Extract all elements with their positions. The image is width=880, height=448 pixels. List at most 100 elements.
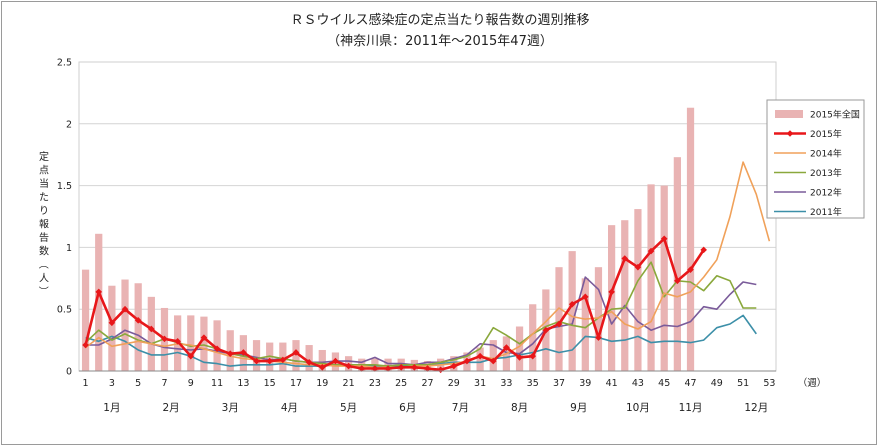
month-label: 10月 (626, 402, 650, 414)
x-tick-label: 49 (711, 378, 723, 389)
plot-border (78, 61, 777, 372)
bar-2015-national (634, 209, 642, 371)
x-tick-label: 43 (632, 378, 644, 389)
y-axis-label-char: 定 (39, 150, 49, 163)
legend-label: 2014年 (810, 148, 842, 160)
x-tick-label: 19 (316, 378, 328, 389)
bar-2015-national (515, 326, 524, 371)
series-point-s2015 (463, 357, 471, 365)
bar-2015-national (647, 184, 655, 371)
series-point-s2015 (358, 365, 366, 372)
legend-label: 2015年全国 (810, 109, 860, 121)
series-point-s2015 (121, 305, 129, 313)
x-tick-label: 3 (109, 378, 115, 389)
x-tick-label: 47 (684, 378, 696, 389)
series-point-s2015 (568, 300, 576, 308)
series-point-s2015 (634, 263, 642, 271)
y-tick-label: 1 (66, 243, 72, 254)
legend-marker-s2015 (786, 130, 794, 137)
series-point-s2015 (371, 365, 379, 372)
series-point-s2015 (595, 334, 602, 341)
series-point-s2015 (240, 349, 247, 356)
bar-2015-national (81, 269, 90, 371)
bar-2015-national (200, 316, 208, 371)
x-axis-unit: （週） (798, 377, 827, 389)
series-point-s2015 (200, 334, 208, 341)
x-tick-label: 11 (211, 378, 223, 389)
y-axis-label-char: り (39, 205, 49, 217)
legend-label: 2011年 (810, 206, 842, 218)
x-tick-label: 17 (290, 378, 302, 389)
series-point-s2015 (174, 338, 181, 345)
legend-label: 2015年 (810, 128, 842, 140)
y-axis-label: 定点当たり報告数（ 人） (37, 150, 49, 296)
series-point-s2015 (687, 266, 694, 273)
series-line-s2011 (85, 314, 757, 367)
series-point-s2015 (489, 357, 497, 365)
series-point-s2015 (108, 319, 116, 327)
bar-2015-national (607, 225, 616, 371)
x-tick-label: 5 (135, 378, 141, 389)
series-point-s2015 (134, 317, 142, 324)
y-tick-label: 2 (66, 119, 72, 130)
x-tick-label: 51 (737, 378, 749, 389)
legend: 2015年全国 2015年 2014年 2013年 2012年 2011年 (766, 99, 865, 219)
month-label: 4月 (281, 402, 298, 414)
x-tick-label: 23 (369, 378, 381, 389)
bar-2015-national (95, 233, 103, 371)
x-tick-label: 39 (579, 378, 591, 389)
y-tick-label: 2.5 (57, 58, 72, 69)
series-point-s2015 (332, 357, 339, 365)
month-label: 9月 (570, 402, 587, 414)
x-tick-label: 33 (500, 378, 512, 389)
series-point-s2015 (582, 293, 589, 301)
series-point-s2015 (608, 288, 615, 296)
legend-box (766, 99, 865, 219)
plot-area: 00.511.522.51 3 5 7 9 11 13 15 17 19 21 23 25 27 29 31 3… (57, 58, 826, 415)
bar-2015-national (252, 340, 261, 371)
series-point-s2015 (700, 246, 707, 254)
series-point-s2015 (503, 344, 510, 351)
y-axis-label-char: 報 (39, 219, 49, 231)
x-tick-label: 29 (448, 378, 460, 389)
month-label: 1月 (103, 402, 120, 414)
series-point-s2015 (621, 255, 629, 262)
bar-2015-national (318, 349, 326, 371)
chart-title: ＲＳウイルス感染症の定点当たり報告数の週別推移 (290, 12, 589, 28)
x-tick-label: 13 (237, 378, 249, 389)
series-point-s2015 (647, 247, 655, 255)
y-axis-label-char: 点 (39, 165, 49, 177)
series-point-s2015 (660, 235, 668, 243)
series-point-s2015 (529, 352, 537, 360)
month-label: 5月 (340, 402, 357, 414)
x-tick-label: 1 (83, 378, 89, 389)
x-tick-label: 27 (421, 378, 433, 389)
series-point-s2015 (148, 325, 155, 333)
bar-2015-national (673, 157, 681, 371)
bar-2015-national (660, 185, 668, 371)
series-point-s2015 (674, 277, 681, 285)
y-axis-label-char: 人 (39, 273, 49, 285)
series-point-s2015 (542, 326, 550, 334)
series-point-s2015 (450, 362, 458, 370)
series-point-s2015 (411, 363, 418, 371)
month-label: 11月 (679, 402, 703, 414)
bar-2015-national (555, 267, 563, 371)
bar-2015-national (489, 340, 497, 371)
chart-subtitle: （神奈川県：2011年～2015年47週） (327, 34, 553, 49)
series-point-s2015 (292, 349, 300, 356)
y-tick-label: 0 (66, 367, 72, 378)
bar-2015-national (621, 220, 629, 371)
x-tick-label: 15 (264, 378, 276, 389)
series-line-s2015 (84, 237, 705, 372)
y-axis-label-char: ） (37, 286, 49, 296)
series-point-s2015 (305, 359, 313, 366)
bar-2015-national (529, 304, 537, 371)
y-axis-label-char: 当 (39, 177, 49, 190)
x-tick-label: 25 (395, 378, 407, 389)
bar-2015-national (568, 251, 576, 371)
x-tick-label: 31 (474, 378, 486, 389)
x-tick-label: 9 (188, 378, 194, 389)
y-tick-label: 0.5 (57, 305, 72, 316)
bar-2015-national (594, 267, 603, 371)
